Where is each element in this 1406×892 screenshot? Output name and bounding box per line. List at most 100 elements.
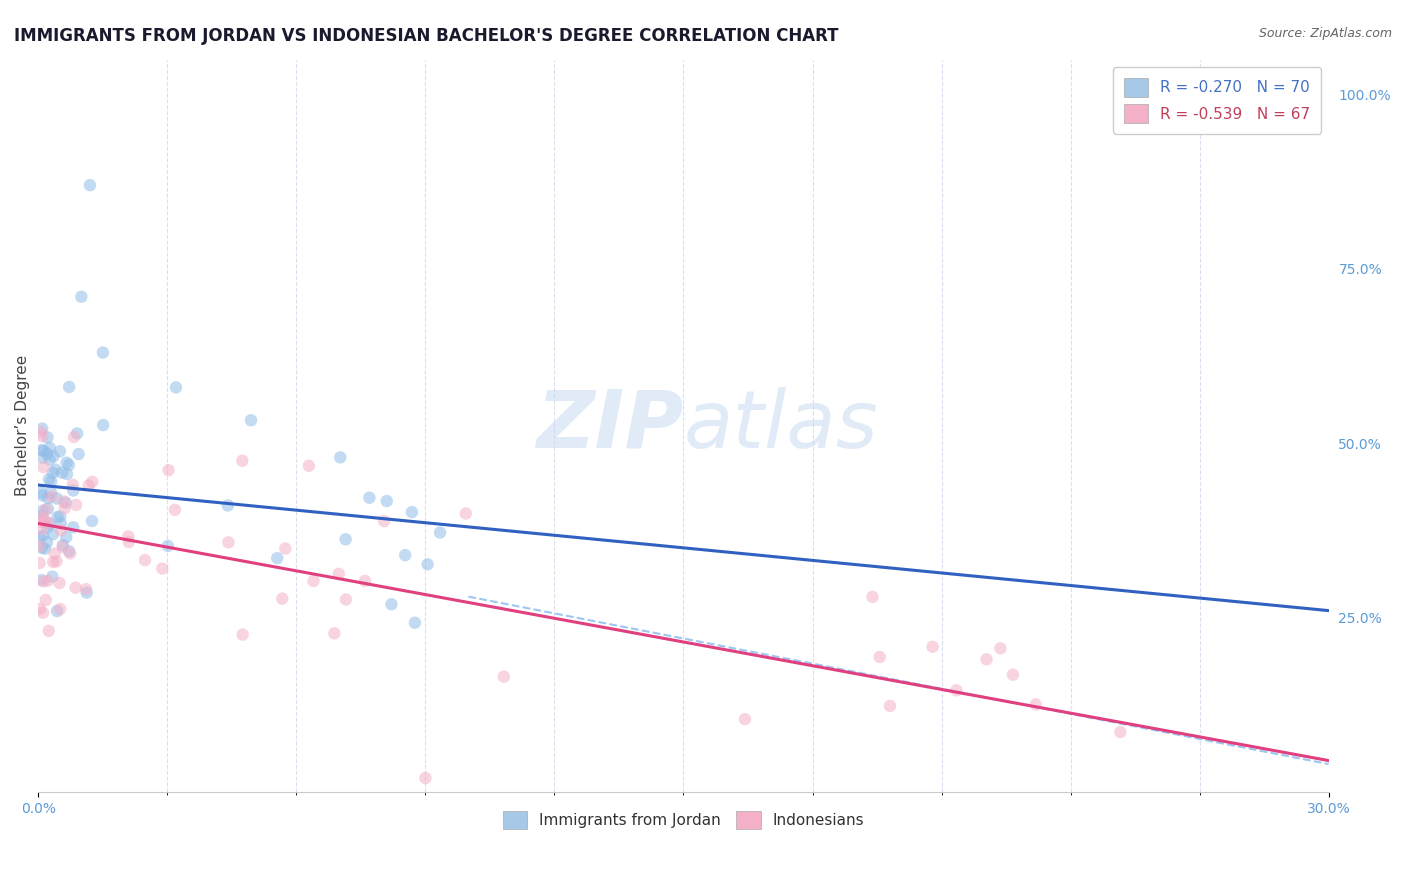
- Point: [31, 509, 53, 524]
- Text: ZIP: ZIP: [536, 387, 683, 465]
- Point: [28, 530, 51, 544]
- Point: [1001, 667, 1024, 681]
- Point: [55, 456, 77, 470]
- Point: [59, 546, 82, 560]
- Point: [359, 491, 381, 505]
- Point: [429, 525, 451, 540]
- Point: [1109, 725, 1132, 739]
- Point: [31, 421, 53, 435]
- Point: [62, 520, 84, 534]
- Point: [49, 444, 72, 458]
- Point: [48, 576, 70, 591]
- Point: [55, 530, 77, 544]
- Point: [58, 458, 80, 472]
- Point: [91, 345, 114, 359]
- Point: [30, 485, 52, 500]
- Point: [34, 502, 56, 516]
- Point: [117, 529, 139, 543]
- Point: [80, 514, 103, 528]
- Point: [31, 541, 53, 555]
- Point: [945, 683, 967, 698]
- Point: [163, 503, 186, 517]
- Text: atlas: atlas: [683, 387, 879, 465]
- Point: [302, 574, 325, 588]
- Point: [45, 491, 67, 506]
- Point: [375, 494, 398, 508]
- Point: [401, 505, 423, 519]
- Point: [46, 510, 69, 524]
- Point: [42, 450, 65, 464]
- Point: [65, 498, 87, 512]
- Point: [49, 516, 72, 531]
- Point: [734, 712, 756, 726]
- Point: [37, 430, 59, 444]
- Point: [38, 516, 60, 531]
- Text: Source: ZipAtlas.com: Source: ZipAtlas.com: [1258, 27, 1392, 40]
- Point: [28, 539, 51, 553]
- Point: [58, 380, 80, 394]
- Point: [49, 523, 72, 537]
- Point: [52, 540, 75, 554]
- Point: [79, 178, 101, 193]
- Point: [404, 615, 426, 630]
- Point: [66, 426, 89, 441]
- Point: [42, 555, 65, 569]
- Point: [53, 501, 76, 516]
- Point: [49, 509, 72, 524]
- Point: [45, 554, 67, 568]
- Point: [38, 441, 60, 455]
- Point: [157, 463, 180, 477]
- Point: [217, 499, 239, 513]
- Point: [118, 535, 141, 549]
- Point: [31, 522, 53, 536]
- Point: [415, 771, 437, 785]
- Point: [373, 514, 395, 528]
- Point: [39, 475, 62, 489]
- Point: [30, 425, 52, 439]
- Point: [329, 450, 352, 465]
- Text: IMMIGRANTS FROM JORDAN VS INDONESIAN BACHELOR'S DEGREE CORRELATION CHART: IMMIGRANTS FROM JORDAN VS INDONESIAN BAC…: [14, 27, 838, 45]
- Point: [298, 458, 321, 473]
- Point: [32, 606, 55, 620]
- Point: [52, 538, 75, 552]
- Point: [45, 463, 67, 477]
- Point: [28, 556, 51, 570]
- Point: [62, 477, 84, 491]
- Point: [232, 627, 254, 641]
- Point: [42, 466, 65, 480]
- Point: [67, 447, 90, 461]
- Point: [921, 640, 943, 654]
- Point: [37, 447, 59, 461]
- Point: [65, 581, 87, 595]
- Point: [41, 569, 63, 583]
- Point: [492, 670, 515, 684]
- Point: [240, 413, 263, 427]
- Point: [30, 515, 52, 529]
- Point: [274, 541, 297, 556]
- Point: [63, 430, 86, 444]
- Point: [31, 529, 53, 543]
- Point: [44, 547, 66, 561]
- Point: [30, 573, 52, 587]
- Point: [976, 652, 998, 666]
- Y-axis label: Bachelor’s Degree: Bachelor’s Degree: [15, 355, 30, 497]
- Point: [32, 443, 55, 458]
- Point: [34, 541, 56, 556]
- Point: [31, 504, 53, 518]
- Point: [156, 539, 179, 553]
- Point: [34, 514, 56, 528]
- Point: [49, 602, 72, 616]
- Point: [35, 593, 58, 607]
- Point: [51, 466, 73, 480]
- Point: [38, 452, 60, 467]
- Point: [31, 488, 53, 502]
- Point: [58, 544, 80, 558]
- Point: [52, 494, 75, 508]
- Point: [28, 602, 51, 616]
- Point: [271, 591, 294, 606]
- Point: [1025, 698, 1047, 712]
- Point: [76, 585, 98, 599]
- Point: [862, 590, 884, 604]
- Point: [990, 641, 1012, 656]
- Point: [416, 558, 439, 572]
